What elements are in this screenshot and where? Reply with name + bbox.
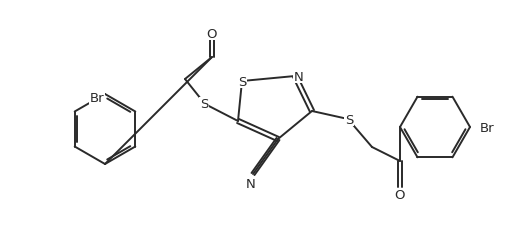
Text: O: O xyxy=(395,189,405,202)
Text: S: S xyxy=(238,75,246,88)
Text: N: N xyxy=(246,177,256,190)
Text: Br: Br xyxy=(90,92,104,105)
Text: S: S xyxy=(345,113,353,126)
Text: Br: Br xyxy=(480,121,494,134)
Text: O: O xyxy=(207,27,217,40)
Text: N: N xyxy=(294,70,304,83)
Text: S: S xyxy=(200,98,208,111)
